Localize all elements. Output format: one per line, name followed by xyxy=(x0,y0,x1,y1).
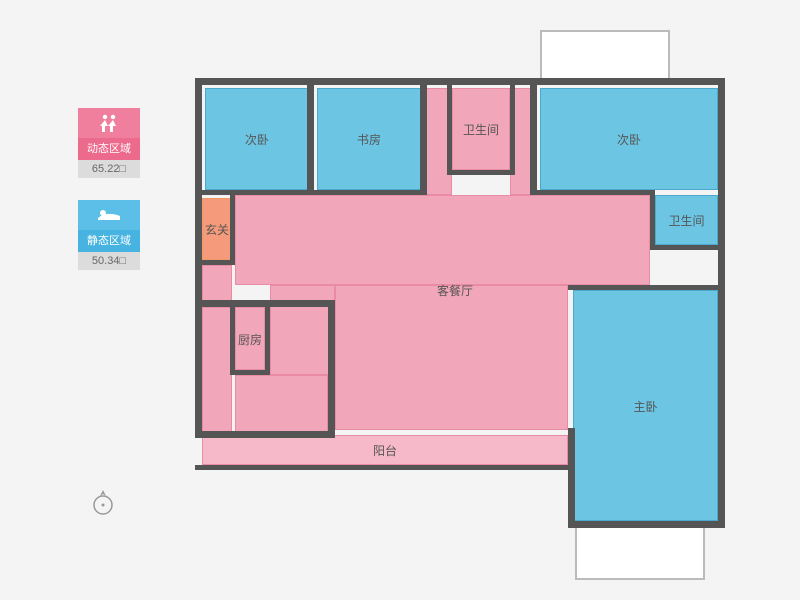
floor-plan: 次卧书房卫生间次卧卫生间主卧客餐厅玄关厨房阳台 xyxy=(195,30,735,590)
balcony-bottom-right xyxy=(575,525,705,580)
wall-15 xyxy=(530,85,537,195)
canvas: 动态区域 65.22□ 静态区域 50.34□ 次卧书房卫生间次卧卫生间主卧客餐… xyxy=(0,0,800,600)
wall-2 xyxy=(195,431,335,438)
room-kitchen-outer xyxy=(202,307,232,432)
room-kitchen-upper xyxy=(202,265,232,303)
wall-22 xyxy=(230,305,235,375)
wall-6 xyxy=(575,521,725,528)
wall-17 xyxy=(650,190,655,250)
wall-7 xyxy=(568,428,575,528)
room-master-bedroom xyxy=(573,290,718,521)
room-study xyxy=(317,88,421,190)
wall-23 xyxy=(265,305,270,375)
legend-dynamic-icon-box xyxy=(78,108,140,138)
wall-1 xyxy=(195,78,202,438)
room-hall-lower xyxy=(270,285,335,375)
legend-static-value: 50.34□ xyxy=(78,252,140,270)
wall-12 xyxy=(447,85,452,175)
room-bedroom2-right xyxy=(540,88,718,190)
wall-18 xyxy=(650,245,725,250)
room-kitchen-lower xyxy=(235,375,328,432)
room-entrance xyxy=(202,198,232,260)
wall-20 xyxy=(230,195,235,265)
wall-10 xyxy=(420,85,427,195)
room-bathroom2 xyxy=(655,195,718,245)
legend-dynamic-label: 动态区域 xyxy=(78,138,140,160)
sleep-icon xyxy=(96,206,122,224)
legend-static-icon-box xyxy=(78,200,140,230)
wall-19 xyxy=(568,285,725,290)
wall-21 xyxy=(195,260,235,265)
wall-13 xyxy=(510,85,515,175)
room-balcony-main xyxy=(202,435,568,465)
legend-static-label: 静态区域 xyxy=(78,230,140,252)
room-bathroom1 xyxy=(452,88,510,170)
wall-0 xyxy=(195,78,725,85)
legend-dynamic-value: 65.22□ xyxy=(78,160,140,178)
legend-dynamic: 动态区域 65.22□ xyxy=(78,108,140,178)
room-kitchen xyxy=(235,307,265,370)
wall-16 xyxy=(530,190,650,195)
room-bedroom2-left xyxy=(205,88,309,190)
compass-icon xyxy=(88,488,118,518)
legend-static: 静态区域 50.34□ xyxy=(78,200,140,270)
wall-8 xyxy=(195,465,575,470)
room-living-dining-2 xyxy=(335,285,568,430)
room-living-dining xyxy=(235,195,650,285)
wall-5 xyxy=(718,78,725,528)
wall-9 xyxy=(307,85,314,195)
wall-14 xyxy=(447,170,515,175)
wall-3 xyxy=(328,300,335,438)
wall-24 xyxy=(230,370,270,375)
people-icon xyxy=(97,113,121,133)
balcony-top xyxy=(540,30,670,80)
